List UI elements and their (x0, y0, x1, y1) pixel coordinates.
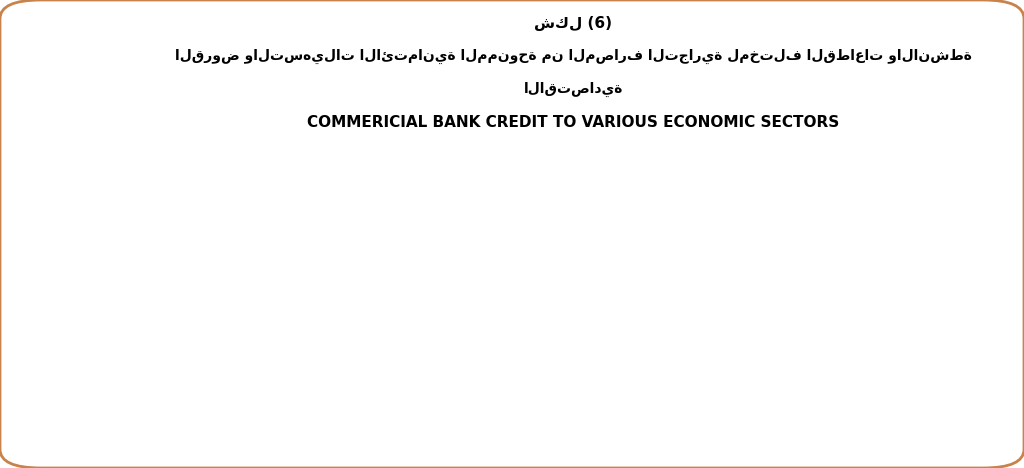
Text: القروض والتسهيلات الائتمانية الممنوحة من المصارف التجارية لمختلف القطاعات والانش: القروض والتسهيلات الائتمانية الممنوحة من… (175, 49, 972, 64)
Text: شكل (6): شكل (6) (535, 16, 612, 31)
Text: COMMERICIAL BANK CREDIT TO VARIOUS ECONOMIC SECTORS: COMMERICIAL BANK CREDIT TO VARIOUS ECONO… (307, 115, 840, 130)
Text: Billion LYD: Billion LYD (74, 172, 146, 185)
Text: الاقتصادية: الاقتصادية (523, 82, 624, 97)
Text: مليار دينار: مليار دينار (74, 149, 161, 163)
